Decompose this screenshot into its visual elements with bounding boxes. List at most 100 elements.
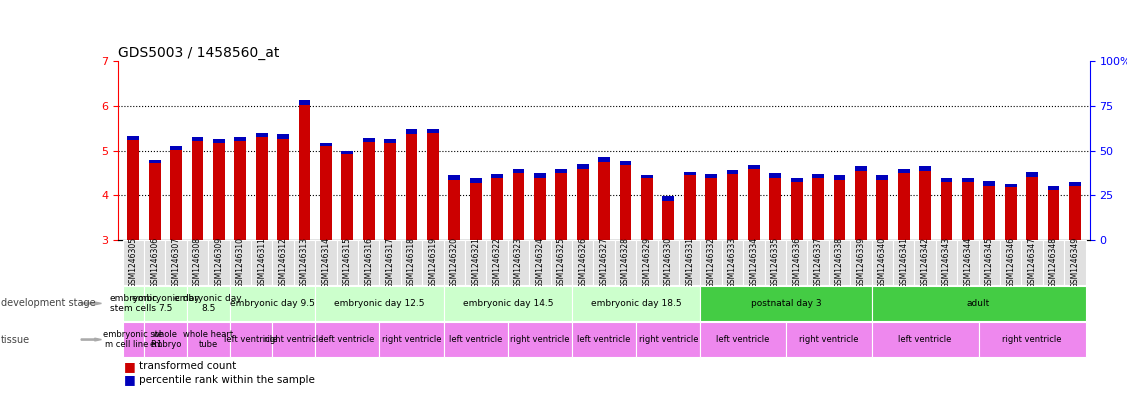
Bar (127, 136, 140, 140)
Bar (978, 240, 1000, 285)
Text: GSM1246338: GSM1246338 (835, 237, 844, 288)
Bar (277, 139, 289, 240)
Bar (663, 196, 674, 201)
Text: right ventricle: right ventricle (639, 335, 698, 344)
Text: GSM1246312: GSM1246312 (278, 237, 287, 288)
Text: embryonic day
8.5: embryonic day 8.5 (175, 294, 242, 313)
Text: GSM1246324: GSM1246324 (535, 237, 544, 288)
Bar (877, 180, 888, 240)
Bar (187, 240, 208, 285)
Text: embryonic day 18.5: embryonic day 18.5 (591, 299, 682, 308)
Text: GSM1246333: GSM1246333 (728, 237, 737, 288)
Bar (684, 172, 695, 175)
Bar (530, 240, 551, 285)
Text: GSM1246305: GSM1246305 (128, 237, 137, 288)
Bar (341, 151, 353, 154)
Text: GSM1246318: GSM1246318 (407, 237, 416, 288)
Text: embryonic day 9.5: embryonic day 9.5 (230, 299, 314, 308)
Text: right ventricle: right ventricle (799, 335, 859, 344)
Bar (166, 240, 187, 285)
Bar (813, 174, 824, 178)
Bar (855, 166, 867, 171)
Bar (1005, 187, 1017, 240)
Bar (508, 240, 530, 285)
Bar (123, 240, 144, 285)
Bar (423, 240, 444, 285)
Bar (234, 137, 246, 141)
Bar (487, 240, 508, 285)
Bar (144, 286, 187, 321)
Bar (449, 175, 460, 180)
Bar (898, 173, 909, 240)
Text: right ventricle: right ventricle (1002, 335, 1062, 344)
Text: GDS5003 / 1458560_at: GDS5003 / 1458560_at (118, 46, 279, 60)
Bar (1021, 240, 1042, 285)
Bar (893, 240, 914, 285)
Text: left ventricle: left ventricle (717, 335, 770, 344)
Bar (663, 201, 674, 240)
Bar (230, 240, 251, 285)
Bar (573, 322, 636, 357)
Bar (978, 322, 1085, 357)
Bar (770, 173, 781, 178)
Bar (170, 146, 181, 150)
Bar (1064, 240, 1085, 285)
Text: GSM1246311: GSM1246311 (257, 237, 266, 288)
Text: left ventricle: left ventricle (320, 335, 374, 344)
Bar (1042, 240, 1064, 285)
Bar (957, 240, 978, 285)
Bar (920, 171, 931, 240)
Bar (764, 240, 786, 285)
Bar (594, 240, 614, 285)
Text: GSM1246343: GSM1246343 (942, 237, 951, 288)
Text: GSM1246328: GSM1246328 (621, 237, 630, 288)
Text: right ventricle: right ventricle (511, 335, 569, 344)
Bar (636, 322, 700, 357)
Bar (320, 143, 331, 146)
Text: GSM1246335: GSM1246335 (771, 237, 780, 288)
Bar (341, 154, 353, 240)
Text: GSM1246307: GSM1246307 (171, 237, 180, 288)
Bar (294, 240, 316, 285)
Bar (123, 322, 144, 357)
Bar (256, 137, 267, 240)
Bar (984, 185, 995, 240)
Text: tissue: tissue (1, 334, 30, 345)
Bar (320, 146, 331, 240)
Text: left ventricle: left ventricle (224, 335, 277, 344)
Bar (941, 178, 952, 182)
Text: right ventricle: right ventricle (264, 335, 323, 344)
Bar (251, 240, 273, 285)
Bar (127, 140, 140, 240)
Text: percentile rank within the sample: percentile rank within the sample (139, 375, 314, 385)
Bar (935, 240, 957, 285)
Bar (573, 286, 700, 321)
Bar (1068, 185, 1081, 240)
Text: GSM1246336: GSM1246336 (792, 237, 801, 288)
Text: GSM1246310: GSM1246310 (236, 237, 245, 288)
Bar (316, 322, 380, 357)
Bar (299, 100, 310, 105)
Bar (508, 322, 573, 357)
Text: left ventricle: left ventricle (898, 335, 951, 344)
Bar (748, 169, 760, 240)
Bar (192, 137, 203, 141)
Bar (556, 173, 567, 240)
Bar (1027, 176, 1038, 240)
Bar (444, 240, 465, 285)
Bar (727, 171, 738, 174)
Bar (877, 175, 888, 180)
Bar (513, 173, 524, 240)
Bar (834, 175, 845, 180)
Bar (871, 240, 893, 285)
Bar (363, 138, 374, 142)
Bar (144, 322, 187, 357)
Bar (470, 178, 481, 183)
Bar (871, 322, 978, 357)
Bar (706, 174, 717, 178)
Text: left ventricle: left ventricle (449, 335, 503, 344)
Bar (641, 178, 653, 240)
Text: GSM1246316: GSM1246316 (364, 237, 373, 288)
Text: GSM1246317: GSM1246317 (385, 237, 394, 288)
Bar (984, 181, 995, 185)
